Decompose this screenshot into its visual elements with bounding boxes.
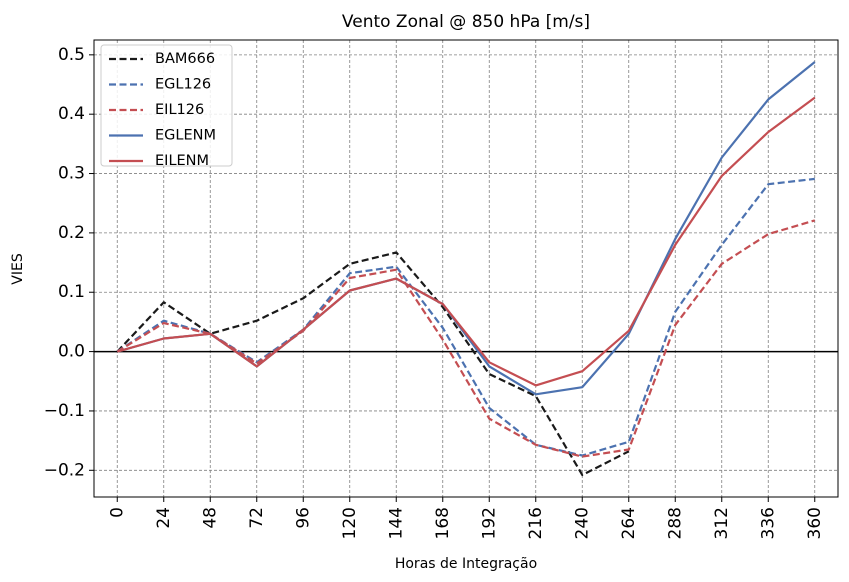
x-tick-label-14: 336 bbox=[758, 507, 778, 539]
x-tick-label-0: 0 bbox=[107, 507, 127, 518]
x-tick-label-10: 240 bbox=[572, 507, 592, 539]
legend: BAM666 EGL126 EIL126 EGLENM EILENM bbox=[100, 44, 233, 169]
series-line-bam666 bbox=[116, 251, 630, 477]
x-tick-label-8: 192 bbox=[479, 507, 499, 539]
x-tick-label-11: 264 bbox=[619, 507, 639, 539]
y-tick-label-4: 0.2 bbox=[58, 223, 85, 243]
series-line-eil126 bbox=[116, 219, 816, 458]
legend-label-egl126: EGL126 bbox=[155, 77, 211, 93]
x-tick-label-9: 216 bbox=[526, 507, 546, 539]
x-tick-label-13: 312 bbox=[712, 507, 732, 539]
series-line-egl126 bbox=[116, 177, 815, 457]
legend-label-eilenm: EILENM bbox=[155, 153, 209, 169]
y-tick-label-3: 0.1 bbox=[58, 282, 85, 302]
x-tick-layer: 0 24 48 72 96 120 144 168 192 216 240 264 288 312 336 3… bbox=[107, 497, 825, 539]
x-tick-label-12: 288 bbox=[665, 507, 685, 539]
chart-title: Vento Zonal @ 850 hPa [m/s] bbox=[342, 12, 590, 32]
y-tick-label-0: −0.2 bbox=[44, 460, 85, 480]
y-tick-label-6: 0.4 bbox=[58, 104, 85, 124]
x-tick-label-1: 24 bbox=[154, 507, 174, 529]
y-tick-label-1: −0.1 bbox=[44, 401, 85, 421]
x-tick-label-2: 48 bbox=[200, 507, 220, 529]
series-layer bbox=[116, 61, 816, 477]
x-tick-label-15: 360 bbox=[805, 507, 825, 539]
legend-label-eglenm: EGLENM bbox=[155, 128, 216, 144]
x-tick-label-6: 144 bbox=[386, 507, 406, 539]
x-tick-label-3: 72 bbox=[247, 507, 267, 529]
series-line-eilenm bbox=[117, 96, 816, 387]
x-tick-label-5: 120 bbox=[340, 507, 360, 539]
y-tick-label-5: 0.3 bbox=[58, 164, 85, 184]
x-axis-label: Horas de Integração bbox=[395, 556, 537, 572]
plot-frame bbox=[93, 39, 839, 498]
x-tick-label-4: 96 bbox=[293, 507, 313, 529]
legend-label-eil126: EIL126 bbox=[155, 102, 204, 118]
y-tick-label-7: 0.5 bbox=[58, 45, 85, 65]
x-tick-label-7: 168 bbox=[433, 507, 453, 539]
y-tick-layer: −0.2 −0.1 0.0 0.1 0.2 0.3 0.4 0.5 bbox=[44, 45, 94, 480]
y-axis-label: VIES bbox=[10, 253, 26, 285]
y-tick-label-2: 0.0 bbox=[58, 342, 85, 362]
legend-label-bam666: BAM666 bbox=[155, 51, 215, 67]
